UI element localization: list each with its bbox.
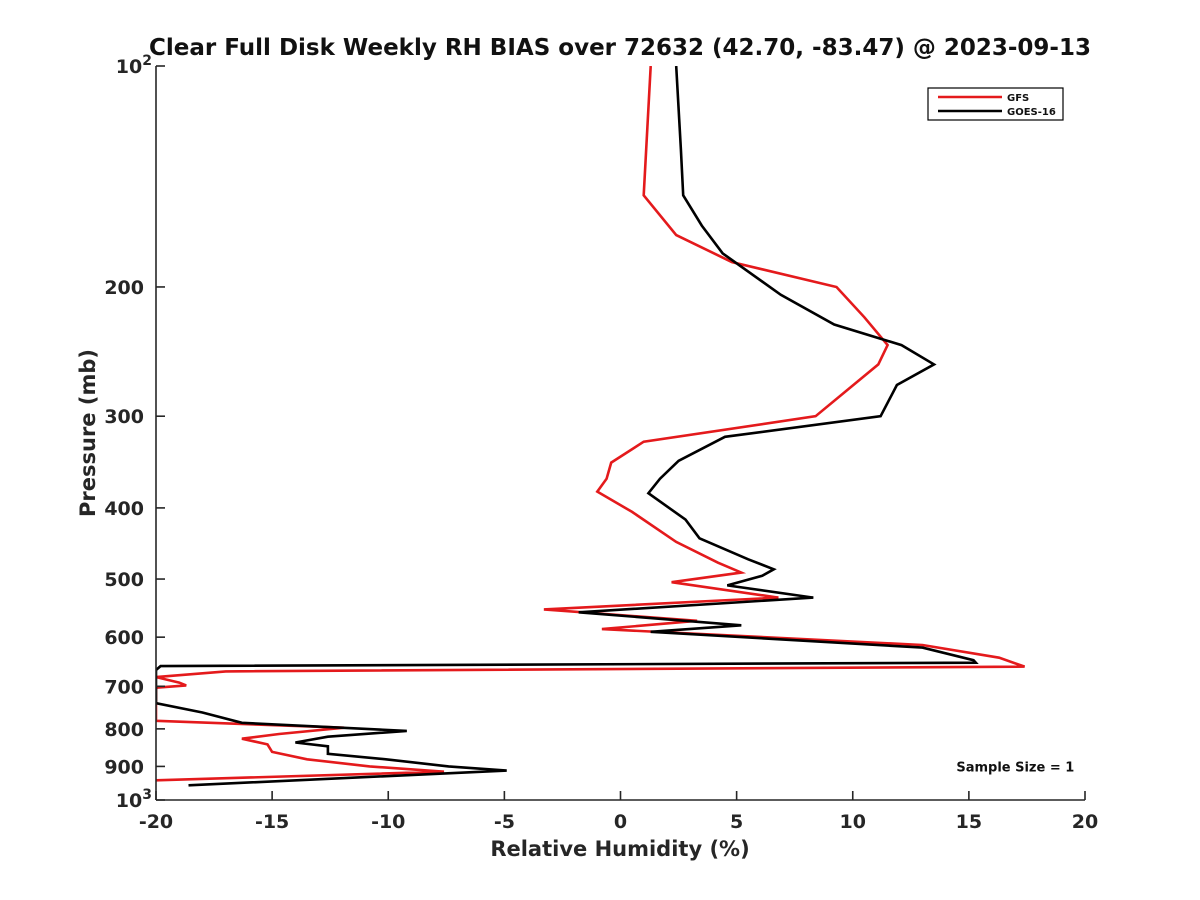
y-tick-label: 300 (104, 406, 144, 428)
x-tick-label: -15 (255, 811, 289, 833)
x-tick-label: 20 (1072, 811, 1098, 833)
x-tick-label: -5 (494, 811, 515, 833)
legend-label-1: GOES-16 (1007, 107, 1056, 118)
axes-layer: -20 -15 -10 -5 0 5 10 15 20 102 200 300 400 500 600 700… (104, 53, 1098, 833)
y-tick-label: 800 (104, 719, 144, 741)
series-line-1 (156, 66, 979, 787)
annotation-sample-size: Sample Size = 1 (956, 760, 1074, 775)
x-tick-label: 0 (614, 811, 627, 833)
legend: GFS GOES-16 (927, 87, 1064, 121)
x-tick-label: -10 (371, 811, 405, 833)
x-tick-label: -20 (139, 811, 173, 833)
x-tick-label: 15 (956, 811, 982, 833)
y-axis-label: Pressure (mb) (76, 349, 100, 517)
x-axis-label: Relative Humidity (%) (490, 837, 749, 861)
y-tick-label: 700 (104, 676, 144, 698)
y-tick-label: 500 (104, 569, 144, 591)
y-tick-label: 400 (104, 498, 144, 520)
y-tick-label: 102 (116, 53, 152, 78)
x-tick-label: 10 (840, 811, 866, 833)
annotation-layer: Sample Size = 1 (956, 760, 1074, 775)
legend-box (927, 87, 1064, 121)
y-tick-label: 900 (104, 756, 144, 778)
x-tick-label: 5 (730, 811, 743, 833)
legend-label-0: GFS (1007, 93, 1029, 104)
y-tick-label: 200 (104, 277, 144, 299)
series-layer (156, 66, 1026, 787)
chart-title: Clear Full Disk Weekly RH BIAS over 7263… (149, 35, 1091, 61)
y-tick-label: 103 (116, 787, 152, 812)
y-tick-label: 600 (104, 627, 144, 649)
